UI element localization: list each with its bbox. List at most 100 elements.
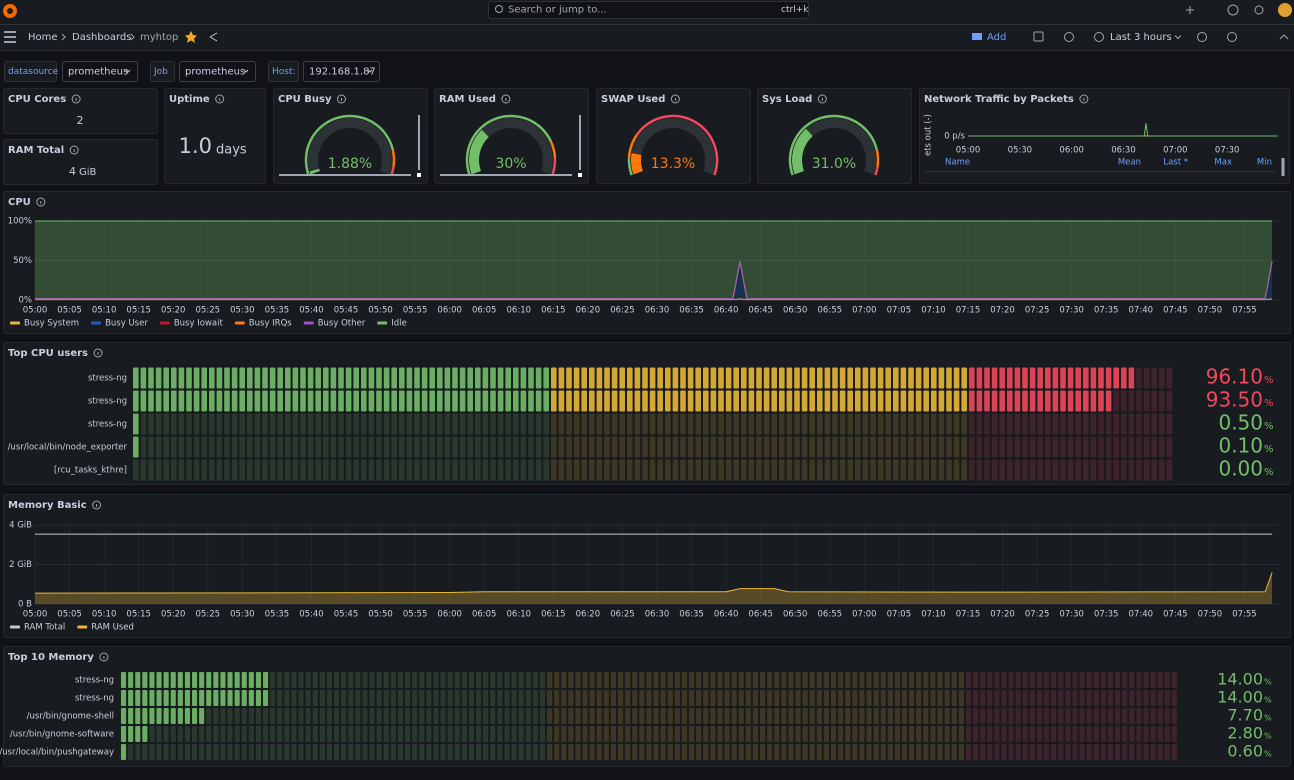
bar-cell [839, 367, 846, 389]
bar-cell-empty [376, 459, 382, 481]
bar-cell [976, 390, 983, 412]
collapse[interactable] [1279, 34, 1289, 40]
bar-cell [414, 390, 420, 412]
bar-cell-empty [193, 436, 200, 458]
bar-cell [596, 367, 603, 389]
bar-cell-empty [611, 413, 618, 435]
settings-icon[interactable] [1064, 32, 1074, 42]
refresh[interactable] [1227, 32, 1237, 42]
variable-select[interactable] [62, 61, 138, 82]
info-icon[interactable] [336, 94, 346, 104]
bar-cell-empty [285, 413, 291, 435]
share-icon[interactable] [209, 32, 218, 42]
bar-cell [178, 390, 185, 412]
bar-cell-empty [745, 672, 751, 688]
news-icon[interactable] [1254, 5, 1264, 15]
bar-cell-empty [1022, 459, 1028, 481]
save-icon[interactable] [1033, 31, 1044, 42]
bar-cell [376, 390, 382, 412]
bar-cell-empty [845, 744, 851, 760]
info-icon[interactable] [1079, 94, 1089, 104]
bar-cell-empty [554, 726, 560, 742]
breadcrumb[interactable]: Home [28, 32, 58, 43]
zoom-out[interactable] [1197, 32, 1207, 42]
bar-cell [255, 672, 261, 688]
threshold-band [465, 114, 553, 176]
menu-icon[interactable] [4, 31, 16, 43]
info-icon[interactable] [36, 197, 46, 207]
info-icon[interactable] [670, 94, 680, 104]
bar-cell-empty [1164, 726, 1170, 742]
info-icon[interactable] [99, 652, 109, 662]
panel-title: Top CPU users [8, 348, 88, 359]
bar-cell-empty [1121, 459, 1127, 481]
gauge-label: 31.0% [812, 156, 856, 172]
bar-cell-empty [532, 672, 538, 688]
bar-cell-empty [525, 708, 531, 724]
bar-cell-empty [1136, 459, 1142, 481]
variable-select[interactable] [303, 61, 380, 82]
info-icon[interactable] [817, 94, 827, 104]
bar-cell-empty [887, 744, 893, 760]
bar-cell [170, 690, 176, 706]
x-tick-label: 07:00 [852, 306, 877, 316]
bar-cell [779, 367, 785, 389]
bar-cell-empty [961, 459, 967, 481]
bar-cell-empty [334, 708, 340, 724]
bar-cell-empty [504, 744, 510, 760]
bar-cell-empty [589, 708, 595, 724]
bar-cell-empty [632, 690, 638, 706]
time-picker[interactable]: Last 3 hours [1110, 32, 1172, 43]
bar-cell-empty [307, 413, 314, 435]
bar-cell-empty [703, 413, 709, 435]
info-icon[interactable] [93, 348, 103, 358]
bar-cell-empty [1051, 672, 1057, 688]
info-icon[interactable] [215, 94, 225, 104]
bar-cell-empty [980, 690, 986, 706]
bar-cell-empty [426, 726, 432, 742]
bar-cell-empty [447, 672, 453, 688]
info-icon[interactable] [71, 94, 81, 104]
bar-cell [558, 390, 565, 412]
bar-cell-empty [341, 690, 347, 706]
bar-cell [763, 390, 770, 412]
bar-cell-empty [589, 436, 595, 458]
bar-cell-empty [178, 413, 185, 435]
info-icon[interactable] [69, 145, 79, 155]
bar-cell [247, 390, 253, 412]
bar-cell-empty [355, 726, 361, 742]
bar-cell-empty [1086, 744, 1092, 760]
add-button[interactable]: Add [987, 32, 1006, 43]
bar-cell [135, 672, 141, 688]
bar-cell-empty [1115, 744, 1121, 760]
x-tick-label: 07:35 [1094, 610, 1119, 620]
bar-cell-empty [199, 744, 205, 760]
star-icon[interactable] [185, 31, 197, 43]
bar-cell [254, 390, 261, 412]
bar-cell-empty [1098, 459, 1104, 481]
help-icon[interactable] [1227, 4, 1239, 16]
bar-cell-empty [938, 459, 945, 481]
variable-select[interactable] [179, 61, 256, 82]
bar-cell-empty [627, 459, 633, 481]
bar-cell-empty [634, 413, 641, 435]
bar-cell-empty [1051, 744, 1057, 760]
bar-cell [672, 390, 679, 412]
avatar[interactable] [1278, 3, 1292, 17]
bar-cell-empty [419, 726, 425, 742]
add-icon[interactable] [1186, 6, 1194, 14]
bar-cell-empty [345, 413, 352, 435]
x-tick-label: 07:30 [1059, 306, 1084, 316]
bar-cell-empty [1143, 744, 1149, 760]
bar-cell-empty [239, 413, 245, 435]
breadcrumb[interactable]: Dashboards [72, 32, 131, 43]
bar-cell-empty [412, 708, 418, 724]
bar-cell-empty [209, 413, 215, 435]
bar-cell [241, 672, 247, 688]
search-box[interactable] [488, 1, 809, 19]
info-icon[interactable] [501, 94, 511, 104]
bar-cell-empty [733, 436, 739, 458]
info-icon[interactable] [92, 500, 102, 510]
bar-cell-empty [300, 413, 306, 435]
bar-cell [566, 367, 572, 389]
